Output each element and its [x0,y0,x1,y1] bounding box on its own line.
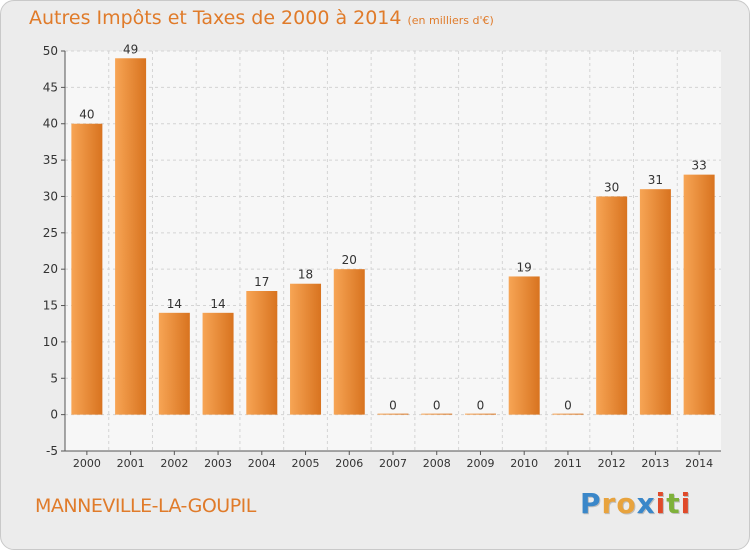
value-label-2011: 0 [564,399,572,413]
x-tick-label-2002: 2002 [160,457,188,470]
value-label-2003: 14 [210,297,225,311]
value-label-2004: 17 [254,275,269,289]
y-tick-label: 0 [50,408,58,422]
bar-2012 [596,196,628,415]
bars [71,58,715,415]
y-tick-label: 15 [43,299,58,313]
x-tick-label-2010: 2010 [510,457,538,470]
x-tick-label-2009: 2009 [466,457,494,470]
bar-2000 [71,123,103,415]
y-tick-label: 10 [43,335,58,349]
bar-2004 [246,291,278,415]
value-label-2014: 33 [691,159,706,173]
value-label-2000: 40 [79,108,94,122]
bar-2009 [464,413,496,415]
bar-2011 [552,413,584,415]
logo-letter: i [655,487,667,520]
bar-2014 [683,174,715,415]
y-tick-label: 50 [43,44,58,58]
commune-name: MANNEVILLE-LA-GOUPIL [35,495,256,517]
bar-2007 [377,413,409,415]
x-tick-label-2011: 2011 [554,457,582,470]
value-label-2008: 0 [433,399,441,413]
y-tick-label: 20 [43,262,58,276]
logo-letter: o [616,487,637,520]
value-label-2006: 20 [342,253,357,267]
logo-letter: P [580,487,602,520]
value-label-2010: 19 [517,260,532,274]
x-tick-label-2014: 2014 [685,457,713,470]
y-tick-label: 45 [43,80,58,94]
bar-2005 [290,283,322,415]
bar-2013 [639,189,671,415]
y-tick-label: 35 [43,153,58,167]
x-tick-label-2004: 2004 [248,457,276,470]
chart-subtitle: (en milliers d'€) [407,14,494,27]
axes [61,50,721,455]
x-tick-label-2006: 2006 [335,457,363,470]
x-tick-label-2012: 2012 [598,457,626,470]
value-label-2009: 0 [477,399,485,413]
chart-title: Autres Impôts et Taxes de 2000 à 2014 (en… [29,7,494,29]
logo-letter: x [636,487,656,520]
y-tick-label: 25 [43,226,58,240]
logo-letter: t [666,487,681,520]
x-tick-label-2005: 2005 [292,457,320,470]
value-label-2002: 14 [167,297,182,311]
bar-2010 [508,276,540,415]
labels: -505101520253035404550402000492001142002… [43,42,713,470]
value-label-2001: 49 [123,42,138,56]
bar-2001 [115,58,147,415]
bar-2006 [333,269,365,415]
logo-letter: i [680,487,692,520]
y-tick-label: 30 [43,189,58,203]
x-tick-label-2008: 2008 [423,457,451,470]
y-tick-label: 5 [50,371,58,385]
value-label-2007: 0 [389,399,397,413]
value-label-2005: 18 [298,268,313,282]
bar-2002 [158,312,190,415]
x-tick-label-2013: 2013 [641,457,669,470]
x-tick-label-2007: 2007 [379,457,407,470]
x-tick-label-2000: 2000 [73,457,101,470]
proxiti-logo: Proxiti [580,487,691,520]
x-tick-label-2001: 2001 [117,457,145,470]
logo-letter: r [601,487,617,520]
y-tick-label: 40 [43,117,58,131]
chart-title-text: Autres Impôts et Taxes de 2000 à 2014 [29,7,402,29]
bar-2003 [202,312,234,415]
y-tick-label: -5 [46,444,58,458]
value-label-2013: 31 [648,173,663,187]
bar-2008 [421,413,453,415]
value-label-2012: 30 [604,180,619,194]
x-tick-label-2003: 2003 [204,457,232,470]
